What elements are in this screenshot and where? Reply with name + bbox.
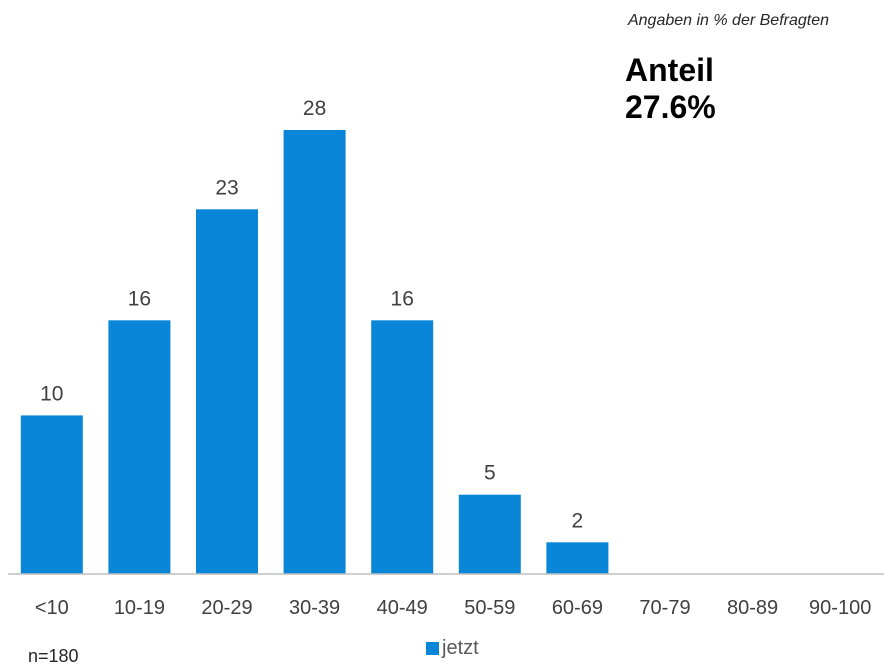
category-label-1: 10-19 [114,597,165,619]
category-label-7: 70-79 [639,597,690,619]
bar-0 [20,415,83,574]
category-label-0: <10 [35,597,69,619]
data-labels-group: 10 16 23 28 16 5 2 [40,97,583,532]
category-label-4: 40-49 [377,597,428,619]
category-label-8: 80-89 [727,597,778,619]
data-label-0: 10 [40,382,63,405]
data-label-1: 16 [128,287,151,310]
category-label-9: 90-100 [809,597,871,619]
data-label-3: 28 [303,97,326,120]
share-value: 27.6% [625,89,716,125]
units-note: Angaben in % der Befragten [627,12,829,29]
sample-size: n=180 [28,646,79,666]
legend-label: jetzt [442,637,479,659]
legend: jetzt [426,637,479,660]
data-label-6: 2 [572,509,584,532]
bar-4 [371,320,434,574]
category-label-2: 20-29 [201,597,252,619]
share-annotation: Anteil 27.6% [625,52,716,126]
category-labels-group: <10 10-19 20-29 30-39 40-49 50-59 60-69 70-79 80… [35,597,872,619]
data-label-5: 5 [484,462,496,485]
data-label-4: 16 [391,287,414,310]
data-label-2: 23 [215,176,238,199]
bar-5 [458,494,521,574]
bar-2 [196,209,258,575]
legend-swatch [426,642,439,655]
bar-1 [108,320,171,574]
bar-3 [283,130,346,574]
category-label-3: 30-39 [289,597,340,619]
bars-group [20,130,609,575]
category-label-5: 50-59 [464,597,515,619]
category-label-6: 60-69 [552,597,603,619]
bar-6 [546,542,609,574]
share-title: Anteil [625,52,714,88]
